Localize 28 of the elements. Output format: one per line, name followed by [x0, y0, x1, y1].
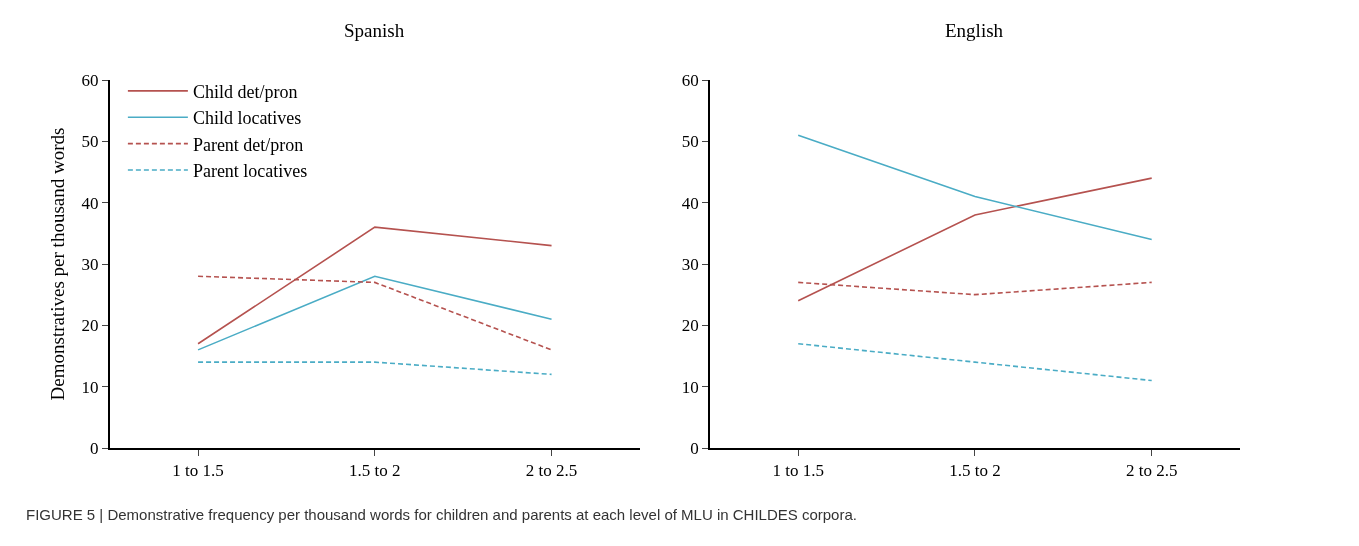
y-tick-label: 60: [81, 70, 99, 90]
y-tick-label: 30: [81, 254, 99, 274]
y-tick-label: 20: [81, 316, 99, 336]
y-tick-label: 50: [81, 132, 99, 152]
y-tick-label: 30: [681, 254, 699, 274]
y-tick-label: 20: [681, 316, 699, 336]
y-tick-label: 0: [690, 438, 699, 458]
y-tick-label: 10: [681, 377, 699, 397]
y-tick-label: 0: [90, 438, 99, 458]
x-tick-label: 1 to 1.5: [172, 461, 224, 481]
x-tick-label: 1.5 to 2: [349, 461, 401, 481]
legend-label: Child det/pron: [192, 81, 298, 102]
y-axis-title: Demonstratives per thousand words: [46, 127, 68, 401]
legend-label: Parent det/pron: [192, 134, 304, 155]
y-tick-label: 40: [681, 193, 699, 213]
x-tick-label: 2 to 2.5: [1125, 461, 1178, 481]
legend-label: Child locatives: [192, 108, 302, 129]
x-tick-label: 1.5 to 2: [949, 461, 1001, 481]
chart-title: English: [945, 20, 1004, 41]
y-tick-label: 10: [81, 377, 99, 397]
legend-label: Parent locatives: [192, 161, 308, 182]
caption: FIGURE 5 | Demonstrative frequency per thousand words for children and parents at each level of MLU in CHILDES corpora.: [26, 506, 857, 523]
x-tick-label: 1 to 1.5: [772, 461, 824, 481]
y-tick-label: 50: [681, 132, 699, 152]
x-tick-label: 2 to 2.5: [525, 461, 578, 481]
y-tick-label: 40: [81, 193, 99, 213]
y-tick-label: 60: [681, 70, 699, 90]
chart-title: Spanish: [344, 20, 405, 41]
